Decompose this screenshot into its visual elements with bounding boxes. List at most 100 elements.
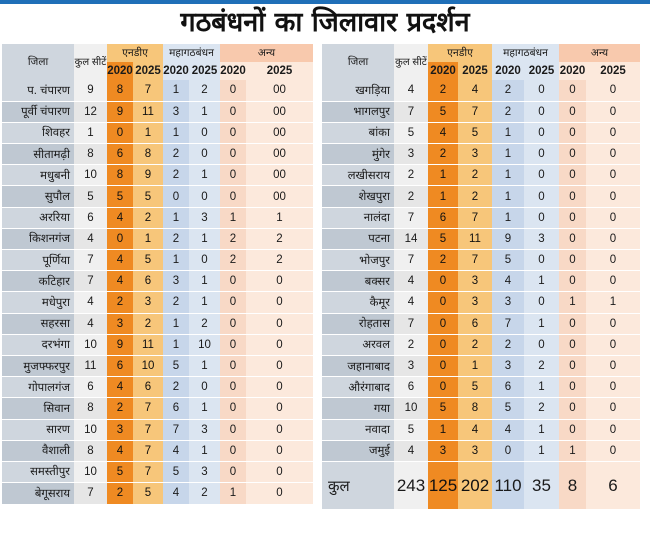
total-seats-cell: 3 <box>394 143 428 165</box>
total-seats-cell: 1 <box>74 121 107 144</box>
mgb-2020-cell: 0 <box>163 185 189 208</box>
others-2020-cell: 0 <box>220 376 246 398</box>
nda-2025-cell: 11 <box>133 100 163 123</box>
table-row: कटिहार 7 4 6 3 1 0 0 <box>2 270 314 292</box>
mgb-2025-cell: 1 <box>524 312 559 335</box>
year-header: 2025 <box>246 62 314 80</box>
mgb-2025-cell: 1 <box>524 270 559 292</box>
table-row: मुंगेर 3 2 3 1 0 0 0 <box>322 143 641 165</box>
mgb-2020-cell: 1 <box>163 248 189 271</box>
mgb-2020-cell: 4 <box>163 482 189 504</box>
others-2025-cell: 2 <box>246 227 314 250</box>
mgb-2020-cell: 7 <box>492 312 524 335</box>
district-header: जिला <box>2 44 74 80</box>
others-2020-cell: 2 <box>220 248 246 271</box>
district-name-cell: किशनगंज <box>2 227 74 250</box>
mgb-2020-cell: 6 <box>163 397 189 419</box>
district-name-cell: पूर्णिया <box>2 248 74 271</box>
total-total-seats-cell: 243 <box>394 460 428 510</box>
others-2025-cell: 0 <box>586 143 641 165</box>
nda-2025-cell: 11 <box>458 227 492 250</box>
total-seats-cell: 10 <box>74 460 107 483</box>
others-header: अन्य <box>220 44 314 62</box>
others-2025-cell: 00 <box>246 121 314 144</box>
others-2025-cell: 0 <box>586 439 641 462</box>
mgb-2020-cell: 1 <box>492 206 524 229</box>
total-seats-cell: 7 <box>74 270 107 292</box>
mgb-2025-cell: 0 <box>524 100 559 123</box>
mgb-2025-cell: 2 <box>189 482 220 504</box>
table-row: बक्सर 4 0 3 4 1 0 0 <box>322 270 641 292</box>
table-row: भागलपुर 7 5 7 2 0 0 0 <box>322 100 641 123</box>
nda-2020-cell: 1 <box>428 164 458 186</box>
total-seats-cell: 6 <box>74 206 107 229</box>
mgb-2025-cell: 2 <box>189 312 220 335</box>
nda-2025-cell: 7 <box>133 418 163 441</box>
others-2025-cell: 0 <box>246 354 314 377</box>
others-2020-cell: 0 <box>559 143 586 165</box>
others-2020-cell: 0 <box>220 164 246 186</box>
others-2025-cell: 0 <box>246 312 314 335</box>
nda-2025-cell: 5 <box>458 376 492 398</box>
district-name-cell: पूर्वी चंपारण <box>2 100 74 123</box>
mgb-2025-cell: 0 <box>524 333 559 356</box>
nda-2025-cell: 4 <box>458 418 492 441</box>
nda-2025-cell: 5 <box>133 185 163 208</box>
total-seats-cell: 8 <box>74 439 107 462</box>
total-others-2025-cell: 6 <box>586 460 641 510</box>
others-2025-cell: 0 <box>246 439 314 462</box>
total-seats-cell: 6 <box>394 376 428 398</box>
year-header: 2020 <box>559 62 586 80</box>
district-name-cell: औरंगाबाद <box>322 376 394 398</box>
nda-2020-cell: 0 <box>428 333 458 356</box>
nda-2020-cell: 6 <box>107 143 133 165</box>
table-row: सुपौल 5 5 5 0 0 0 00 <box>2 185 314 208</box>
right-district-table: जिला कुल सीटें एनडीए महागठबंधन अन्य 2020… <box>322 44 641 510</box>
table-row: नवादा 5 1 4 4 1 0 0 <box>322 418 641 441</box>
others-2020-cell: 1 <box>559 291 586 314</box>
year-header: 2020 <box>107 62 133 80</box>
nda-2025-cell: 3 <box>458 270 492 292</box>
table-row: पूर्णिया 7 4 5 1 0 2 2 <box>2 248 314 271</box>
others-2020-cell: 0 <box>559 121 586 144</box>
others-2025-cell: 0 <box>586 100 641 123</box>
mgb-2025-cell: 1 <box>189 164 220 186</box>
district-name-cell: कैमूर <box>322 291 394 314</box>
mgb-2025-cell: 1 <box>189 100 220 123</box>
year-header: 2025 <box>524 62 559 80</box>
mgb-2020-cell: 2 <box>492 80 524 102</box>
nda-2020-cell: 4 <box>107 439 133 462</box>
nda-2025-cell: 7 <box>458 100 492 123</box>
others-2020-cell: 2 <box>220 227 246 250</box>
table-row: नालंदा 7 6 7 1 0 0 0 <box>322 206 641 229</box>
mgb-2025-cell: 3 <box>189 206 220 229</box>
others-2020-cell: 0 <box>559 80 586 102</box>
mgb-2025-cell: 0 <box>189 121 220 144</box>
nda-2020-cell: 0 <box>428 312 458 335</box>
district-name-cell: बांका <box>322 121 394 144</box>
others-2020-cell: 0 <box>559 333 586 356</box>
mgb-2025-cell: 2 <box>524 354 559 377</box>
nda-2025-cell: 6 <box>133 376 163 398</box>
mgb-2020-cell: 1 <box>163 80 189 102</box>
district-name-cell: भागलपुर <box>322 100 394 123</box>
others-2025-cell: 0 <box>586 206 641 229</box>
total-seats-cell: 10 <box>74 333 107 356</box>
nda-2025-cell: 2 <box>133 206 163 229</box>
nda-2025-cell: 4 <box>458 80 492 102</box>
district-name-cell: सारण <box>2 418 74 441</box>
total-seats-cell: 4 <box>394 80 428 102</box>
nda-2020-cell: 2 <box>428 80 458 102</box>
others-2020-cell: 0 <box>220 397 246 419</box>
total-mgb-2020-cell: 110 <box>492 460 524 510</box>
nda-2020-cell: 8 <box>107 80 133 102</box>
mgb-2025-cell: 1 <box>189 227 220 250</box>
year-header: 2025 <box>189 62 220 80</box>
table-row: जमुई 4 3 3 0 1 1 0 <box>322 439 641 462</box>
table-row: किशनगंज 4 0 1 2 1 2 2 <box>2 227 314 250</box>
nda-2020-cell: 2 <box>107 397 133 419</box>
mgb-header: महागठबंधन <box>163 44 220 62</box>
nda-2025-cell: 6 <box>458 312 492 335</box>
nda-2025-cell: 7 <box>133 80 163 102</box>
mgb-2020-cell: 1 <box>492 143 524 165</box>
